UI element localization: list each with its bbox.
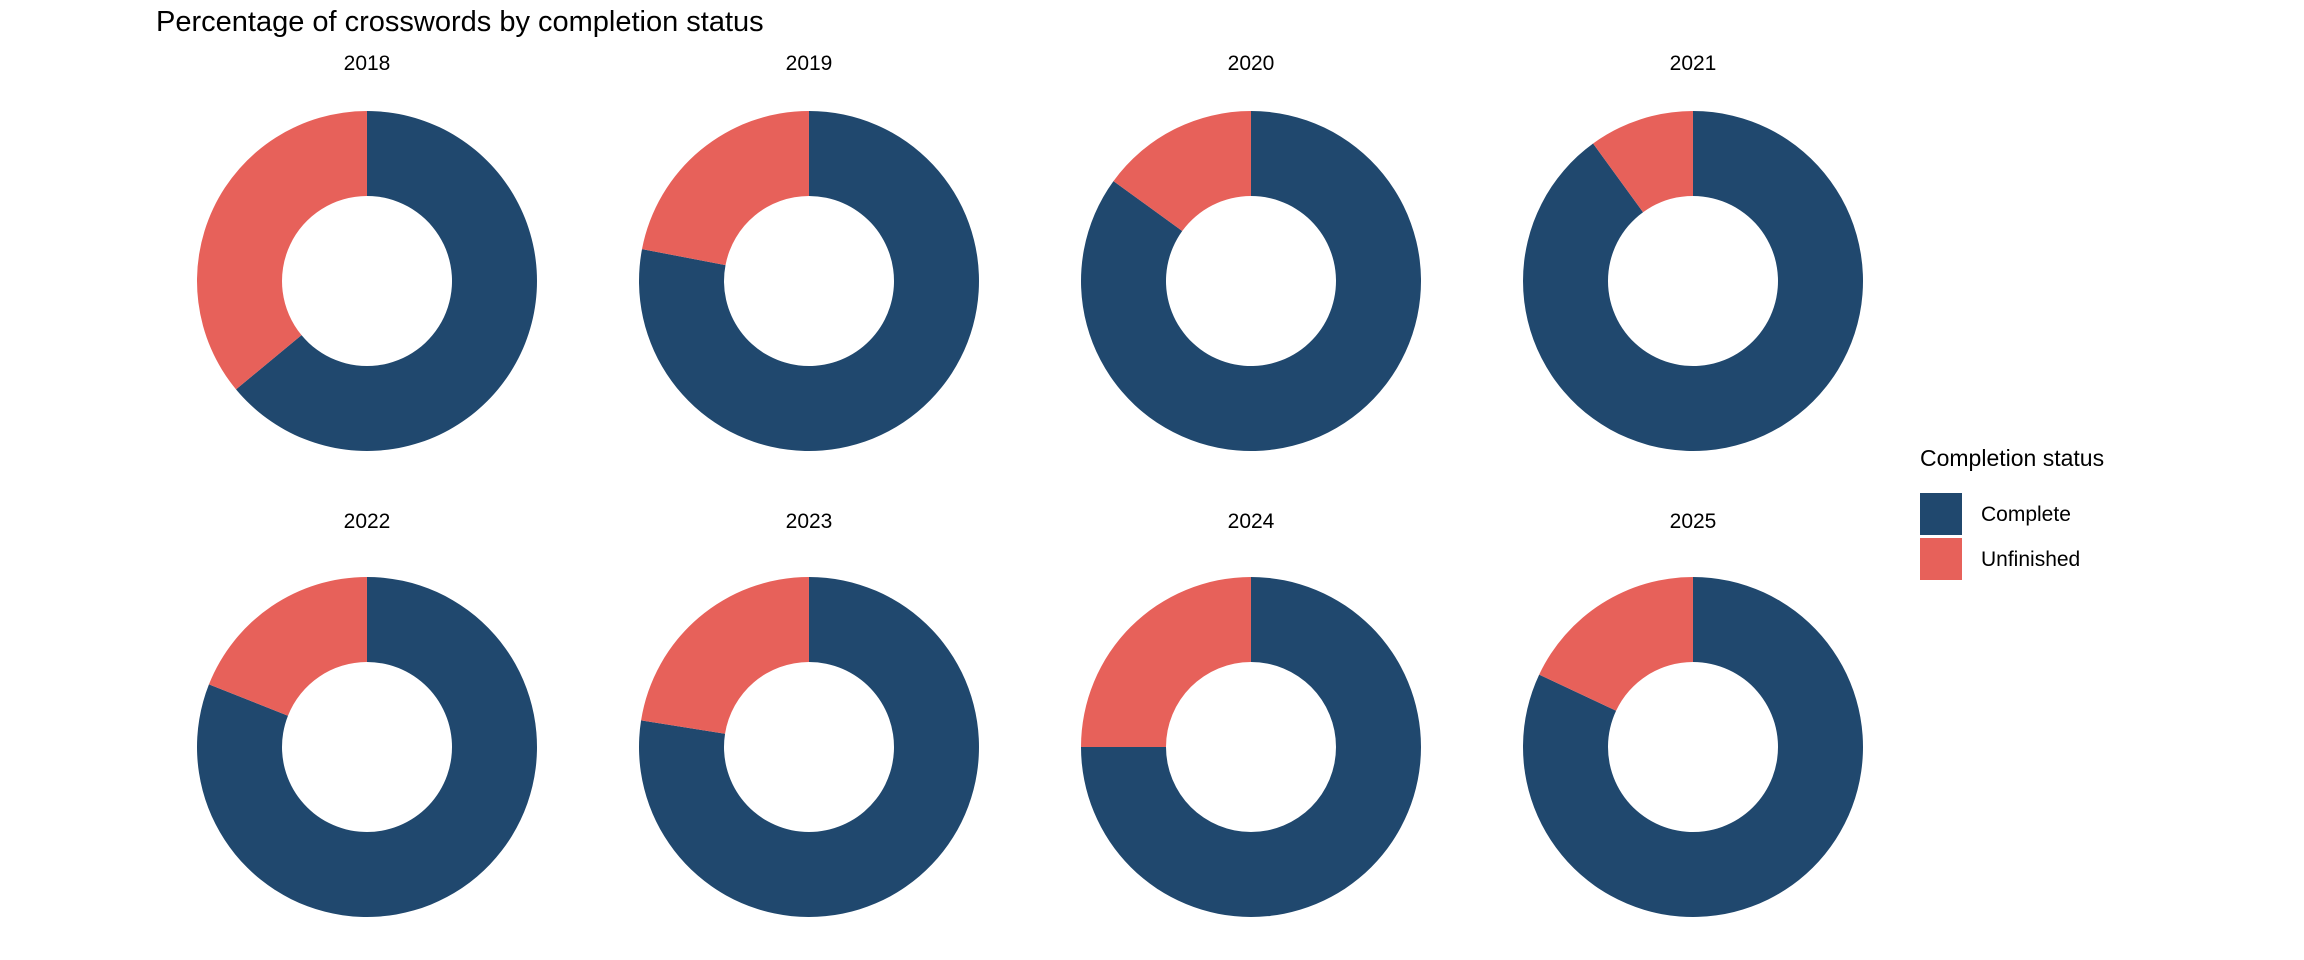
donut-slice-unfinished-2023	[641, 577, 809, 734]
facet-label-2018: 2018	[343, 52, 391, 75]
legend-title: Completion status	[1920, 445, 2105, 471]
donut-slice-unfinished-2018	[196, 111, 367, 390]
facet-label-2024: 2024	[1227, 510, 1275, 533]
donut-slice-unfinished-2024	[1081, 577, 1251, 747]
legend-swatch-complete	[1920, 493, 1962, 535]
facet-label-2021: 2021	[1669, 52, 1717, 75]
donut-slice-complete-2020	[1081, 111, 1422, 451]
donut-slice-unfinished-2019	[642, 111, 809, 266]
donut-slice-complete-2021	[1523, 111, 1864, 451]
donut-slice-complete-2024	[1081, 577, 1421, 917]
legend-item-complete: Complete	[1920, 493, 2071, 535]
donut-slice-complete-2025	[1523, 577, 1864, 917]
legend-swatch-unfinished	[1920, 538, 1962, 580]
donut-slice-unfinished-2021	[1593, 111, 1693, 213]
donut-slice-complete-2018	[236, 111, 537, 451]
donut-chart-2019	[638, 111, 979, 452]
donut-slice-unfinished-2022	[208, 577, 367, 716]
donut-chart-2024	[1081, 577, 1421, 917]
legend-item-unfinished: Unfinished	[1920, 538, 2080, 580]
legend-label-unfinished: Unfinished	[1981, 547, 2081, 571]
donut-chart-2025	[1523, 577, 1864, 917]
facet-label-2022: 2022	[343, 510, 391, 533]
donut-slice-unfinished-2020	[1113, 111, 1251, 232]
facet-label-2019: 2019	[785, 52, 833, 75]
donut-chart-2023	[638, 577, 979, 917]
donut-slice-complete-2023	[638, 577, 979, 917]
legend-label-complete: Complete	[1981, 502, 2071, 526]
donut-slice-unfinished-2025	[1539, 577, 1693, 711]
donut-chart-2022	[197, 577, 538, 917]
donut-chart-2020	[1081, 111, 1422, 451]
donut-slice-complete-2022	[197, 577, 538, 917]
facet-label-2020: 2020	[1227, 52, 1275, 75]
chart-title: Percentage of crosswords by completion s…	[156, 6, 764, 38]
donut-chart-2018	[196, 111, 537, 451]
donut-chart-2021	[1523, 111, 1864, 451]
donut-slice-complete-2019	[638, 111, 979, 452]
facet-label-2023: 2023	[785, 510, 833, 533]
facet-label-2025: 2025	[1669, 510, 1717, 533]
